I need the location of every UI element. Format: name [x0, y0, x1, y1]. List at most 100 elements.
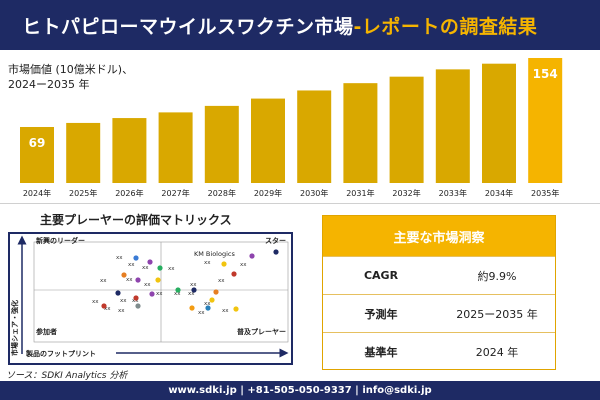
matrix-player-label: xx: [120, 298, 127, 304]
matrix-player-dot: [191, 287, 197, 293]
x-tick-label: 2030年: [300, 188, 328, 198]
bar-2027年: [158, 112, 193, 183]
matrix-player-dot: [205, 305, 211, 311]
footer-contact: www.sdki.jp | +81-505-050-9337 | info@sd…: [0, 381, 600, 400]
x-tick-label: 2031年: [346, 188, 374, 198]
matrix-y-axis-label: 市場シェア・強化: [10, 300, 19, 356]
insight-row-cagr: CAGR 約9.9%: [323, 256, 555, 294]
insight-key: CAGR: [363, 269, 399, 282]
report-title-accent: -レポートの調査結果: [353, 15, 538, 38]
matrix-player-label: xx: [168, 266, 175, 272]
insight-row-forecast: 予測年 2025ー2035 年: [323, 294, 555, 332]
matrix-player-label: xx: [104, 306, 111, 312]
x-tick-label: 2032年: [392, 188, 420, 198]
insight-key: 基準年: [364, 345, 398, 359]
matrix-player-dot: [135, 277, 141, 283]
matrix-player-dot: [213, 289, 219, 295]
matrix-player-label: xx: [100, 278, 107, 284]
quadrant-top-left: 新興のリーダー: [36, 236, 85, 245]
insight-value: 2024 年: [475, 345, 519, 359]
matrix-player-dot: [157, 265, 163, 271]
matrix-player-label: xx: [204, 260, 211, 266]
chart-title: 市場価値 (10億米ドル)、 2024ー2035 年: [8, 63, 134, 91]
x-tick-label: 2029年: [254, 188, 282, 198]
x-tick-label: 2025年: [69, 188, 97, 198]
matrix-title: 主要プレーヤーの評価マトリックス: [40, 213, 232, 227]
x-tick-label: 2024年: [23, 188, 51, 198]
quadrant-bottom-right: 普及プレーヤー: [237, 327, 286, 336]
insight-value: 約9.9%: [477, 269, 517, 283]
matrix-player-dot: [133, 295, 139, 301]
x-tick-label: 2034年: [485, 188, 513, 198]
matrix-player-dot: [273, 249, 279, 255]
matrix-player-dot: [101, 303, 107, 309]
matrix-player-label: xx: [144, 282, 151, 288]
matrix-player-dot: [209, 297, 215, 303]
report-title: ヒトパピローマウイルスワクチン市場-レポートの調査結果: [22, 12, 537, 39]
x-tick-label: 2035年: [531, 188, 559, 198]
matrix-x-axis-label: 製品のフットプリント: [25, 349, 96, 358]
source-note: ソース：SDKI Analytics 分析: [6, 371, 128, 381]
quadrant-bottom-left: 参加者: [36, 327, 57, 336]
section-divider: [0, 203, 600, 204]
matrix-player-label: xx: [240, 262, 247, 268]
bar-2029年: [251, 98, 285, 183]
matrix-player-label: xx: [116, 255, 123, 261]
matrix-player-label: xx: [132, 298, 139, 304]
data-label-first: 69: [29, 136, 46, 150]
bar-2035年: [528, 58, 563, 183]
header-banner: ヒトパピローマウイルスワクチン市場-レポートの調査結果: [0, 0, 600, 50]
matrix-player-dot: [175, 287, 181, 293]
data-label-last: 154: [533, 67, 558, 81]
matrix-player-label: xx: [218, 278, 225, 284]
bar-2034年: [482, 63, 516, 183]
bar-2030年: [297, 90, 332, 183]
bar-2024年: [20, 126, 54, 183]
matrix-player-dot: [147, 259, 153, 265]
bar-2031年: [343, 83, 378, 183]
bar-2033年: [435, 69, 470, 183]
matrix-player-label: xx: [118, 308, 125, 314]
insight-value: 2025ー2035 年: [456, 307, 538, 321]
bar-2028年: [204, 105, 239, 183]
x-tick-label: 2028年: [208, 188, 236, 198]
matrix-player-label: xx: [190, 282, 197, 288]
report-title-main: ヒトパピローマウイルスワクチン市場: [22, 15, 354, 38]
insight-row-base-year: 基準年 2024 年: [323, 332, 555, 370]
bar-2032年: [389, 76, 424, 183]
matrix-player-dot: [133, 255, 139, 261]
matrix-player-label: xx: [126, 277, 133, 283]
market-value-bar-chart: 2024年 69 2025年 2026年 2027年 2028年 2029年 2030年 203…: [20, 58, 563, 198]
matrix-player-dot: [233, 306, 239, 312]
matrix-player-dot: [189, 305, 195, 311]
matrix-player-dot: [231, 271, 237, 277]
matrix-player-dot: [135, 303, 141, 309]
matrix-player-label: xx: [222, 308, 229, 314]
matrix-player-label: xx: [204, 301, 211, 307]
insights-table-title: 主要な市場洞察: [323, 216, 555, 256]
quadrant-top-right: スター: [265, 236, 286, 245]
matrix-player-label: xx: [92, 299, 99, 305]
player-evaluation-matrix: 新興のリーダー スター 参加者 普及プレーヤー KM Biologics 製品の…: [10, 235, 289, 358]
matrix-player-dot: [155, 277, 161, 283]
x-tick-label: 2033年: [439, 188, 467, 198]
matrix-player-dot: [149, 291, 155, 297]
matrix-player-label: xx: [156, 291, 163, 297]
bar-2026年: [112, 118, 147, 183]
market-insights-table: 主要な市場洞察 CAGR 約9.9% 予測年 2025ー2035 年 基準年 2…: [322, 215, 556, 370]
matrix-player-label: xx: [188, 291, 195, 297]
x-tick-label: 2027年: [161, 188, 189, 198]
matrix-player-dot: [249, 253, 255, 259]
bar-2025年: [66, 122, 101, 183]
matrix-player-label: xx: [142, 265, 149, 271]
matrix-player-label: xx: [174, 291, 181, 297]
matrix-highlight-label: KM Biologics: [194, 250, 235, 258]
insight-key: 予測年: [364, 307, 398, 321]
matrix-player-dot: [121, 272, 127, 278]
matrix-player-dot: [115, 290, 121, 296]
matrix-player-dot: [221, 261, 227, 267]
matrix-player-label: xx: [198, 310, 205, 316]
x-tick-label: 2026年: [115, 188, 143, 198]
matrix-player-label: xx: [128, 262, 135, 268]
